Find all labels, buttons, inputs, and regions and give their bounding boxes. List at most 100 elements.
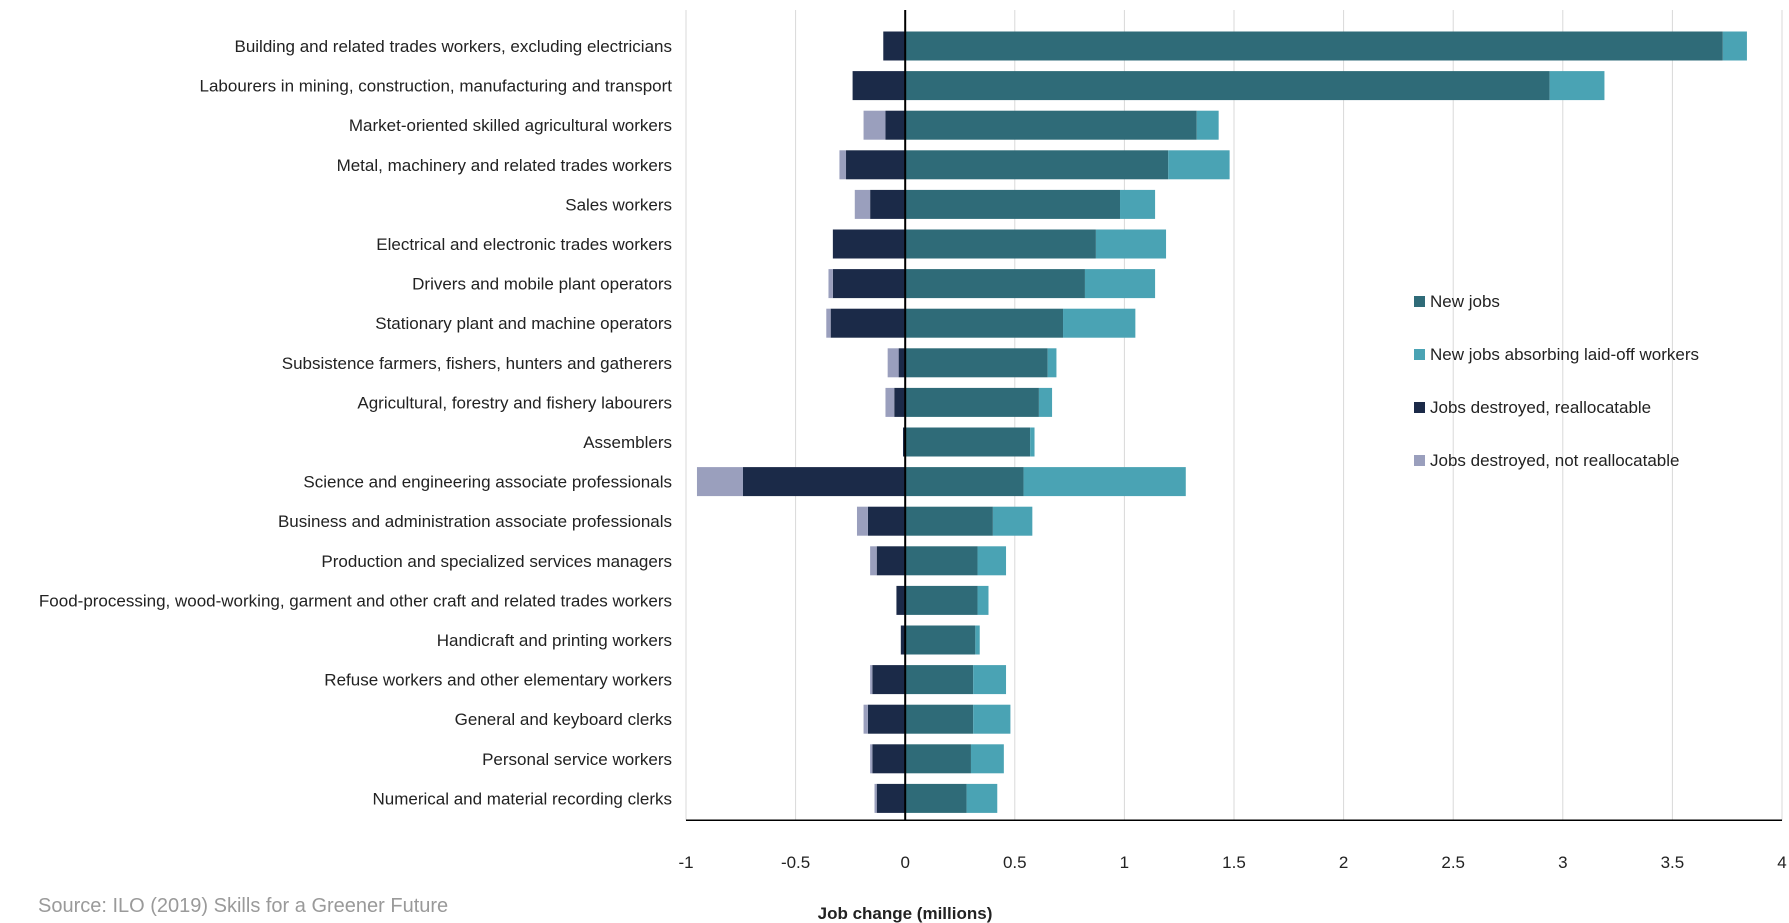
category-label: Electrical and electronic trades workers — [376, 235, 672, 254]
bar — [905, 467, 1024, 497]
bar — [973, 665, 1007, 695]
bar — [905, 625, 976, 655]
source-note: Source: ILO (2019) Skills for a Greener … — [38, 895, 449, 917]
bar — [839, 150, 847, 180]
bar — [898, 348, 906, 378]
bar — [966, 783, 998, 813]
bar — [863, 110, 886, 140]
bar — [903, 427, 906, 457]
bar — [1120, 189, 1156, 219]
bar — [883, 31, 906, 61]
bar — [900, 625, 906, 655]
category-label: Handicraft and printing workers — [437, 631, 672, 650]
legend-swatch — [1414, 296, 1425, 307]
bar — [975, 625, 980, 655]
bar — [905, 783, 967, 813]
x-tick-label: 2 — [1339, 853, 1348, 872]
legend-swatch — [1414, 349, 1425, 360]
bar — [905, 110, 1197, 140]
bar — [870, 546, 877, 576]
bar — [1038, 387, 1053, 417]
category-label: Agricultural, forestry and fishery labou… — [357, 393, 672, 412]
category-label: General and keyboard clerks — [455, 710, 672, 729]
bar — [896, 585, 906, 615]
legend-entry: Jobs destroyed, not reallocatable — [1430, 451, 1680, 470]
x-tick-label: 1.5 — [1222, 853, 1246, 872]
x-tick-label: 3.5 — [1661, 853, 1685, 872]
category-label: Science and engineering associate profes… — [303, 473, 672, 492]
category-label: Numerical and material recording clerks — [372, 789, 672, 808]
bar — [832, 229, 906, 259]
bar — [1168, 150, 1230, 180]
bar — [905, 348, 1048, 378]
category-label: Refuse workers and other elementary work… — [324, 671, 672, 690]
bar — [905, 744, 971, 774]
x-tick-label: 0.5 — [1003, 853, 1027, 872]
category-label: Production and specialized services mana… — [321, 552, 672, 571]
bar — [876, 783, 906, 813]
bar — [854, 189, 871, 219]
bar — [905, 269, 1085, 299]
bar — [870, 744, 873, 774]
bar — [905, 427, 1031, 457]
bar — [992, 506, 1033, 536]
bar — [830, 308, 906, 338]
legend-entry: New jobs — [1430, 292, 1500, 311]
x-tick-label: 0 — [900, 853, 909, 872]
bar — [977, 585, 989, 615]
bar — [905, 585, 978, 615]
bar — [846, 150, 906, 180]
bar — [872, 665, 906, 695]
x-tick-label: -1 — [678, 853, 693, 872]
bar — [905, 229, 1096, 259]
bar — [874, 783, 877, 813]
category-label: Drivers and mobile plant operators — [412, 275, 672, 294]
bar — [905, 308, 1064, 338]
category-label: Labourers in mining, construction, manuf… — [200, 77, 673, 96]
bar — [905, 704, 974, 734]
bar — [970, 744, 1004, 774]
category-label: Personal service workers — [482, 750, 672, 769]
legend-swatch — [1414, 402, 1425, 413]
bar — [905, 150, 1169, 180]
x-tick-label: 3 — [1558, 853, 1567, 872]
x-tick-label: -0.5 — [781, 853, 810, 872]
bar — [1023, 467, 1186, 497]
bar — [977, 546, 1007, 576]
bar — [826, 308, 831, 338]
category-label: Stationary plant and machine operators — [375, 314, 672, 333]
x-tick-label: 1 — [1120, 853, 1129, 872]
bar — [852, 71, 906, 101]
category-label: Subsistence farmers, fishers, hunters an… — [282, 354, 672, 373]
bar — [973, 704, 1011, 734]
x-tick-label: 2.5 — [1441, 853, 1465, 872]
bar — [905, 189, 1121, 219]
bar — [885, 110, 906, 140]
bar — [863, 704, 868, 734]
legend-swatch — [1414, 455, 1425, 466]
bar — [867, 704, 906, 734]
category-label: Market-oriented skilled agricultural wor… — [349, 116, 672, 135]
bar — [1722, 31, 1747, 61]
bar — [905, 31, 1723, 61]
bar — [1063, 308, 1136, 338]
legend-entry: New jobs absorbing laid-off workers — [1430, 345, 1699, 364]
bar — [1047, 348, 1057, 378]
category-label: Sales workers — [565, 195, 672, 214]
bar — [1084, 269, 1156, 299]
bar — [828, 269, 833, 299]
x-tick-label: 4 — [1777, 853, 1786, 872]
bar — [856, 506, 868, 536]
bar — [905, 546, 978, 576]
x-axis-label: Job change (millions) — [818, 904, 993, 923]
bar — [1196, 110, 1219, 140]
category-label: Building and related trades workers, exc… — [234, 37, 672, 56]
bar — [876, 546, 906, 576]
bar — [867, 506, 906, 536]
bar — [872, 744, 906, 774]
bar — [870, 189, 906, 219]
bar — [885, 387, 895, 417]
bar — [894, 387, 906, 417]
